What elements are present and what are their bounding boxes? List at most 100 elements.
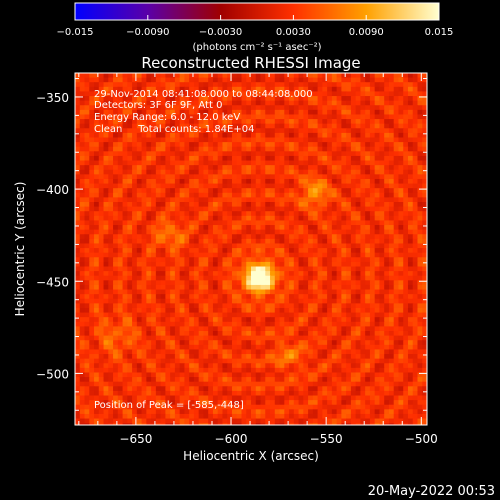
- heatmap-cell: [246, 307, 252, 314]
- heatmap-cell: [270, 160, 276, 166]
- heatmap-cell: [117, 340, 124, 346]
- heatmap-cell: [103, 340, 109, 346]
- heatmap-cell: [146, 234, 152, 240]
- heatmap-cell: [127, 335, 133, 341]
- heatmap-cell: [379, 82, 385, 88]
- heatmap-cell: [298, 202, 304, 208]
- heatmap-cell: [350, 261, 357, 268]
- heatmap-cell: [412, 307, 419, 314]
- heatmap-cell: [341, 192, 347, 198]
- heatmap-cell: [179, 73, 186, 79]
- heatmap-cell: [374, 280, 381, 286]
- heatmap-cell: [184, 363, 190, 369]
- heatmap-cell: [217, 298, 224, 304]
- heatmap-cell: [255, 165, 262, 171]
- heatmap-cell: [412, 234, 419, 240]
- heatmap-cell: [360, 280, 366, 286]
- heatmap-cell: [312, 197, 319, 203]
- heatmap-cell: [327, 211, 333, 217]
- heatmap-cell: [136, 381, 143, 387]
- heatmap-cell: [160, 82, 166, 88]
- heatmap-cell: [407, 183, 414, 189]
- heatmap-cell: [312, 358, 319, 364]
- heatmap-cell: [407, 344, 414, 351]
- heatmap-cell: [127, 160, 133, 166]
- heatmap-cell: [265, 275, 271, 281]
- heatmap-cell: [298, 280, 304, 286]
- heatmap-cell: [89, 119, 95, 125]
- heatmap-cell: [260, 257, 266, 263]
- heatmap-cell: [179, 367, 186, 374]
- heatmap-cell: [89, 275, 95, 281]
- heatmap-cell: [289, 77, 295, 83]
- heatmap-cell: [265, 331, 271, 337]
- heatmap-cell: [170, 77, 176, 83]
- heatmap-cell: [336, 105, 342, 111]
- heatmap-cell: [141, 183, 147, 189]
- heatmap-cell: [417, 372, 423, 378]
- heatmap-cell: [127, 206, 133, 212]
- heatmap-cell: [336, 326, 342, 332]
- heatmap-cell: [189, 82, 195, 88]
- heatmap-cell: [336, 243, 342, 249]
- heatmap-cell: [198, 211, 205, 217]
- heatmap-cell: [422, 77, 427, 83]
- heatmap-cell: [255, 225, 262, 231]
- heatmap-cell: [146, 165, 152, 171]
- heatmap-cell: [231, 225, 238, 231]
- heatmap-cell: [360, 303, 366, 309]
- heatmap-cell: [174, 303, 181, 309]
- heatmap-cell: [327, 354, 333, 360]
- heatmap-cell: [255, 132, 262, 139]
- heatmap-cell: [260, 243, 266, 249]
- heatmap-cell: [222, 165, 228, 171]
- heatmap-cell: [189, 363, 195, 369]
- heatmap-cell: [308, 91, 314, 97]
- heatmap-cell: [422, 178, 427, 185]
- heatmap-cell: [212, 197, 219, 203]
- heatmap-cell: [393, 192, 400, 198]
- heatmap-cell: [208, 197, 214, 203]
- heatmap-cell: [193, 215, 200, 222]
- heatmap-cell: [350, 91, 357, 97]
- heatmap-cell: [379, 284, 385, 291]
- heatmap-cell: [179, 109, 186, 116]
- heatmap-cell: [113, 91, 119, 97]
- heatmap-cell: [141, 100, 147, 106]
- heatmap-cell: [179, 142, 186, 148]
- heatmap-cell: [255, 105, 262, 111]
- heatmap-cell: [151, 86, 157, 93]
- heatmap-cell: [227, 225, 233, 231]
- heatmap-cell: [303, 358, 309, 364]
- heatmap-cell: [365, 229, 371, 235]
- heatmap-cell: [298, 96, 304, 102]
- heatmap-cell: [308, 206, 314, 212]
- heatmap-cell: [260, 137, 266, 143]
- heatmap-cell: [255, 100, 262, 106]
- heatmap-cell: [303, 206, 309, 212]
- heatmap-cell: [284, 344, 290, 351]
- heatmap-cell: [403, 132, 409, 139]
- heatmap-cell: [165, 109, 171, 116]
- heatmap-cell: [393, 77, 400, 83]
- heatmap-cell: [407, 197, 414, 203]
- heatmap-cell: [289, 128, 295, 134]
- heatmap-cell: [355, 261, 362, 268]
- heatmap-cell: [279, 225, 285, 231]
- heatmap-cell: [75, 257, 81, 263]
- heatmap-cell: [117, 243, 124, 249]
- heatmap-cell: [289, 137, 295, 143]
- heatmap-cell: [193, 86, 200, 93]
- heatmap-cell: [355, 174, 362, 180]
- heatmap-cell: [374, 257, 381, 263]
- heatmap-cell: [317, 165, 323, 171]
- heatmap-cell: [84, 91, 90, 97]
- heatmap-cell: [146, 96, 152, 102]
- heatmap-cell: [393, 344, 400, 351]
- heatmap-cell: [284, 280, 290, 286]
- heatmap-cell: [350, 340, 357, 346]
- heatmap-cell: [346, 206, 352, 212]
- heatmap-cell: [403, 73, 409, 79]
- heatmap-cell: [417, 326, 423, 332]
- heatmap-cell: [146, 114, 152, 120]
